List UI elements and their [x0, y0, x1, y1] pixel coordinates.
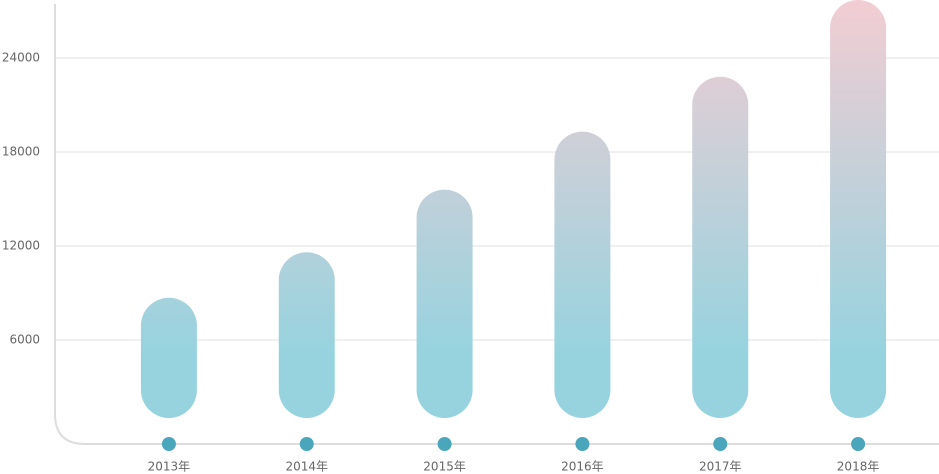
bar [416, 189, 473, 418]
category-marker [161, 437, 176, 451]
x-tick-label: 2015年 [423, 460, 466, 474]
bar [278, 252, 335, 418]
axis-line [54, 4, 939, 445]
x-tick-label: 2018年 [837, 460, 880, 474]
category-marker [713, 437, 728, 451]
category-marker [437, 437, 452, 451]
category-marker [299, 437, 314, 451]
x-tick-label: 2014年 [285, 460, 328, 474]
bar [140, 297, 197, 418]
x-tick-label: 2013年 [148, 460, 191, 474]
bar [830, 0, 887, 418]
category-marker [575, 437, 590, 451]
y-tick-label: 12000 [2, 238, 40, 252]
x-tick-label: 2016年 [561, 460, 604, 474]
y-tick-label: 18000 [2, 144, 40, 158]
bar [554, 131, 611, 418]
y-tick-label: 24000 [2, 50, 40, 64]
y-tick-label: 6000 [9, 332, 40, 346]
category-marker [851, 437, 866, 451]
x-tick-label: 2017年 [699, 460, 742, 474]
bar [692, 76, 749, 419]
